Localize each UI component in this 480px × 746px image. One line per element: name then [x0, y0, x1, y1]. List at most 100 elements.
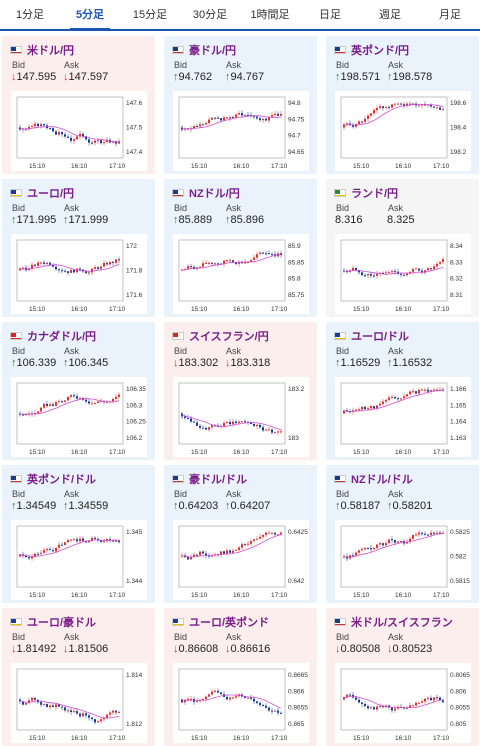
rate-card[interactable]: 米ドル/スイスフラン Bid Ask ↓0.80508 ↓0.80523 0.8065 0.… [326, 608, 479, 746]
tab-1[interactable]: 5分足 [60, 0, 120, 31]
mini-chart[interactable]: 172 171.8 171.6 15:10 16:10 17:10 [11, 234, 147, 314]
ask-value: 0.64207 [230, 500, 271, 512]
candlestick-chart: 0.8065 0.806 0.8055 0.805 15:10 16:10 17:10 [340, 668, 470, 742]
candle-body [220, 118, 222, 121]
bid-quote: ↑171.995 [11, 214, 63, 226]
mini-chart[interactable]: 0.8065 0.806 0.8055 0.805 15:10 16:10 17:10 [335, 663, 471, 743]
rate-card[interactable]: カナダドル/円 Bid Ask ↑106.339 ↑106.345 106.35 106.3… [2, 322, 155, 460]
candle-body [73, 139, 75, 141]
mini-chart[interactable]: 106.35 106.3 106.25 106.2 15:10 16:10 17:10 [11, 377, 147, 457]
tab-6[interactable]: 週足 [379, 9, 401, 21]
mini-chart[interactable]: 1.166 1.165 1.164 1.163 15:10 16:10 17:10 [335, 377, 471, 457]
rate-card[interactable]: 豪ドル/円 Bid Ask ↑94.762 ↑94.767 94.8 94.75 94.7 94… [164, 36, 317, 174]
rate-card[interactable]: ユーロ/ドル Bid Ask ↑1.16529 ↑1.16532 1.166 1.165 1.… [326, 322, 479, 460]
candle-body [202, 551, 204, 554]
currency-pair-link[interactable]: スイスフラン/円 [189, 331, 269, 343]
mini-chart[interactable]: 0.5825 0.582 0.5815 15:10 16:10 17:10 [335, 520, 471, 600]
candle-body [46, 262, 48, 264]
candle-body [232, 260, 234, 262]
currency-pair-link[interactable]: 米ドル/円 [27, 45, 75, 57]
mini-chart[interactable]: 94.8 94.75 94.7 94.65 15:10 16:10 17:10 [173, 91, 309, 171]
rate-card[interactable]: 英ポンド/円 Bid Ask ↑198.571 ↑198.578 198.6 198.4 19… [326, 36, 479, 174]
rate-card[interactable]: ユーロ/英ポンド Bid Ask ↓0.86608 ↓0.86616 0.8665 0.86… [164, 608, 317, 746]
candle-body [187, 698, 189, 700]
tab-2[interactable]: 15分足 [132, 9, 168, 21]
candle-body [379, 706, 381, 708]
rate-card[interactable]: 豪ドル/ドル Bid Ask ↑0.64203 ↑0.64207 0.6425 0.642 1… [164, 465, 317, 603]
tab-3[interactable]: 30分足 [192, 9, 228, 21]
tab-5[interactable]: 日足 [319, 9, 341, 21]
currency-pair-link[interactable]: ユーロ/ドル [351, 331, 410, 343]
x-tick-label: 15:10 [191, 592, 208, 599]
mini-chart[interactable]: 85.9 85.85 85.8 85.75 15:10 16:10 17:10 [173, 234, 309, 314]
candle-body [382, 401, 384, 404]
candle-body [415, 268, 417, 270]
y-tick-label: 147.4 [126, 149, 143, 156]
quotes: 8.316 8.325 [335, 214, 439, 226]
candle-body [226, 117, 228, 119]
ask-value: 198.578 [392, 71, 433, 83]
tab-7[interactable]: 月足 [439, 9, 461, 21]
candle-body [421, 389, 423, 391]
candle-body [424, 533, 426, 535]
candle-body [430, 390, 432, 392]
candlestick-chart: 0.8665 0.866 0.8655 0.865 15:10 16:10 17:10 [178, 668, 308, 742]
candle-body [427, 389, 429, 392]
currency-pair-link[interactable]: ユーロ/円 [27, 188, 75, 200]
bid-value: 147.595 [16, 71, 57, 83]
candle-body [94, 403, 96, 405]
rate-card[interactable]: NZドル/円 Bid Ask ↑85.889 ↑85.896 85.9 85.85 85.8 8… [164, 179, 317, 317]
y-tick-label: 0.865 [288, 721, 305, 728]
mini-chart[interactable]: 183.2 183 15:10 16:10 17:10 [173, 377, 309, 457]
mini-chart[interactable]: 198.6 198.4 198.2 15:10 16:10 17:10 [335, 91, 471, 171]
rate-card[interactable]: スイスフラン/円 Bid Ask ↓183.302 ↓183.318 183.2 183 15… [164, 322, 317, 460]
currency-pair-link[interactable]: NZドル/円 [189, 188, 240, 200]
candle-body [70, 539, 72, 541]
candle-body [259, 703, 261, 705]
ask-arrow-icon: ↓ [387, 643, 393, 655]
candle-body [61, 270, 63, 272]
candle-body [274, 432, 276, 434]
y-tick-label: 106.2 [126, 435, 143, 442]
candle-body [259, 424, 261, 428]
quotes: ↑0.58187 ↑0.58201 [335, 500, 439, 512]
rate-card[interactable]: ランド/円 Bid Ask 8.316 8.325 8.34 8.33 8.32 8.31 15:… [326, 179, 479, 317]
currency-pair-link[interactable]: 英ポンド/円 [351, 45, 410, 57]
rate-card[interactable]: 英ポンド/ドル Bid Ask ↑1.34549 ↑1.34559 1.345 1.344 1… [2, 465, 155, 603]
currency-pair-link[interactable]: NZドル/ドル [351, 474, 413, 486]
currency-pair-link[interactable]: 英ポンド/ドル [27, 474, 97, 486]
bid-label: Bid [336, 346, 350, 356]
currency-pair-link[interactable]: 豪ドル/円 [189, 45, 237, 57]
tab-4[interactable]: 1時間足 [250, 9, 290, 21]
bid-arrow-icon: ↑ [11, 214, 17, 226]
mini-chart[interactable]: 0.6425 0.642 15:10 16:10 17:10 [173, 520, 309, 600]
candle-body [274, 113, 276, 116]
rate-card[interactable]: ユーロ/豪ドル Bid Ask ↓1.81492 ↓1.81506 1.814 1.812 1… [2, 608, 155, 746]
currency-pair-link[interactable]: 米ドル/スイスフラン [351, 617, 453, 629]
mini-chart[interactable]: 8.34 8.33 8.32 8.31 15:10 16:10 17:10 [335, 234, 471, 314]
tab-0[interactable]: 1分足 [15, 9, 45, 21]
currency-pair-link[interactable]: 豪ドル/ドル [189, 474, 248, 486]
currency-pair-link[interactable]: ユーロ/豪ドル [27, 617, 97, 629]
candle-body [256, 701, 258, 704]
candle-body [55, 266, 57, 270]
y-tick-label: 183 [288, 435, 299, 442]
mini-chart[interactable]: 0.8665 0.866 0.8655 0.865 15:10 16:10 17:10 [173, 663, 309, 743]
mini-chart[interactable]: 147.6 147.5 147.4 15:10 16:10 17:10 [11, 91, 147, 171]
candle-body [67, 271, 69, 273]
candle-body [367, 706, 369, 709]
candle-body [397, 103, 399, 105]
currency-pair-link[interactable]: カナダドル/円 [27, 331, 97, 343]
currency-pair-link[interactable]: ユーロ/英ポンド [189, 617, 270, 629]
rate-card[interactable]: 米ドル/円 Bid Ask ↓147.595 ↓147.597 147.6 147.5 147… [2, 36, 155, 174]
candle-body [70, 395, 72, 397]
candle-body [430, 697, 432, 701]
ask-arrow-icon: ↑ [63, 214, 69, 226]
mini-chart[interactable]: 1.814 1.812 15:10 16:10 17:10 [11, 663, 147, 743]
candle-body [112, 398, 114, 402]
rate-card[interactable]: ユーロ/円 Bid Ask ↑171.995 ↑171.999 172 171.8 171.6… [2, 179, 155, 317]
mini-chart[interactable]: 1.345 1.344 15:10 16:10 17:10 [11, 520, 147, 600]
currency-pair-link[interactable]: ランド/円 [351, 188, 399, 200]
candle-body [259, 118, 261, 121]
rate-card[interactable]: NZドル/ドル Bid Ask ↑0.58187 ↑0.58201 0.5825 0.582… [326, 465, 479, 603]
